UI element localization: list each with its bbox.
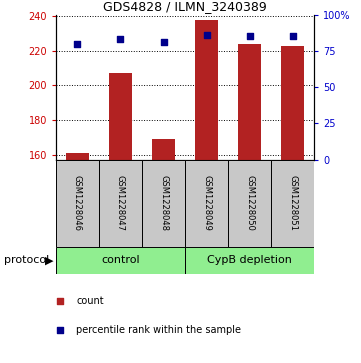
Bar [99, 160, 142, 247]
Text: ▶: ▶ [45, 256, 54, 265]
Text: GSM1228048: GSM1228048 [159, 175, 168, 231]
Point [75, 41, 81, 46]
Point [118, 36, 123, 42]
Point [204, 32, 209, 38]
Text: percentile rank within the sample: percentile rank within the sample [77, 325, 242, 335]
Bar [66, 153, 89, 160]
Point [161, 39, 166, 45]
Point [290, 33, 295, 39]
Text: GSM1228049: GSM1228049 [202, 175, 211, 231]
Bar [271, 160, 314, 247]
Text: GSM1228046: GSM1228046 [73, 175, 82, 231]
Point [57, 327, 63, 333]
Point [57, 298, 63, 304]
Bar [56, 247, 185, 274]
Bar [152, 139, 175, 160]
Bar [56, 160, 99, 247]
Text: GSM1228051: GSM1228051 [288, 175, 297, 231]
Bar [238, 44, 261, 160]
Point [247, 33, 252, 39]
Text: GSM1228047: GSM1228047 [116, 175, 125, 231]
Bar [195, 20, 218, 160]
Bar [109, 73, 132, 160]
Bar [185, 247, 314, 274]
Text: CypB depletion: CypB depletion [207, 256, 292, 265]
Title: GDS4828 / ILMN_3240389: GDS4828 / ILMN_3240389 [103, 0, 267, 13]
Text: protocol: protocol [4, 256, 49, 265]
Bar [228, 160, 271, 247]
Bar [142, 160, 185, 247]
Text: control: control [101, 256, 140, 265]
Bar [185, 160, 228, 247]
Bar [281, 46, 304, 160]
Text: GSM1228050: GSM1228050 [245, 175, 254, 231]
Text: count: count [77, 297, 104, 306]
